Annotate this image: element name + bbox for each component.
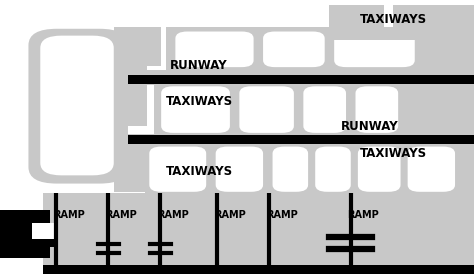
Bar xyxy=(114,145,147,192)
Bar xyxy=(32,239,58,247)
FancyBboxPatch shape xyxy=(175,32,254,67)
Text: RAMP: RAMP xyxy=(266,210,298,220)
FancyBboxPatch shape xyxy=(358,147,401,192)
Text: RAMP: RAMP xyxy=(214,210,246,220)
Text: TAXIWAYS: TAXIWAYS xyxy=(165,95,233,108)
Bar xyxy=(128,135,474,144)
Bar xyxy=(0,210,50,258)
Text: RUNWAY: RUNWAY xyxy=(170,59,228,72)
FancyBboxPatch shape xyxy=(161,86,230,133)
FancyBboxPatch shape xyxy=(334,32,415,67)
Bar xyxy=(128,75,474,84)
Text: TAXIWAYS: TAXIWAYS xyxy=(165,165,233,178)
Text: TAXIWAYS: TAXIWAYS xyxy=(360,147,427,160)
Bar xyxy=(114,66,147,126)
Bar xyxy=(114,27,161,66)
Text: RAMP: RAMP xyxy=(105,210,137,220)
Bar xyxy=(43,265,474,274)
FancyBboxPatch shape xyxy=(303,86,346,133)
Bar xyxy=(0,0,43,274)
FancyBboxPatch shape xyxy=(263,32,325,67)
FancyBboxPatch shape xyxy=(40,36,114,175)
Text: RAMP: RAMP xyxy=(347,210,378,220)
Bar xyxy=(393,5,474,30)
FancyBboxPatch shape xyxy=(216,147,263,192)
FancyBboxPatch shape xyxy=(149,147,206,192)
Text: TAXIWAYS: TAXIWAYS xyxy=(360,13,427,26)
FancyBboxPatch shape xyxy=(315,147,351,192)
FancyBboxPatch shape xyxy=(239,86,294,133)
FancyBboxPatch shape xyxy=(273,147,308,192)
Text: RAMP: RAMP xyxy=(53,210,84,220)
FancyBboxPatch shape xyxy=(356,86,398,133)
Bar xyxy=(43,145,145,193)
Bar xyxy=(43,0,474,27)
Bar xyxy=(329,29,474,40)
Bar xyxy=(329,5,384,30)
Bar xyxy=(32,223,58,247)
FancyBboxPatch shape xyxy=(28,29,128,184)
Text: RUNWAY: RUNWAY xyxy=(341,119,399,133)
Text: RAMP: RAMP xyxy=(157,210,189,220)
Bar xyxy=(43,27,166,70)
FancyBboxPatch shape xyxy=(408,147,455,192)
Bar xyxy=(43,85,154,134)
